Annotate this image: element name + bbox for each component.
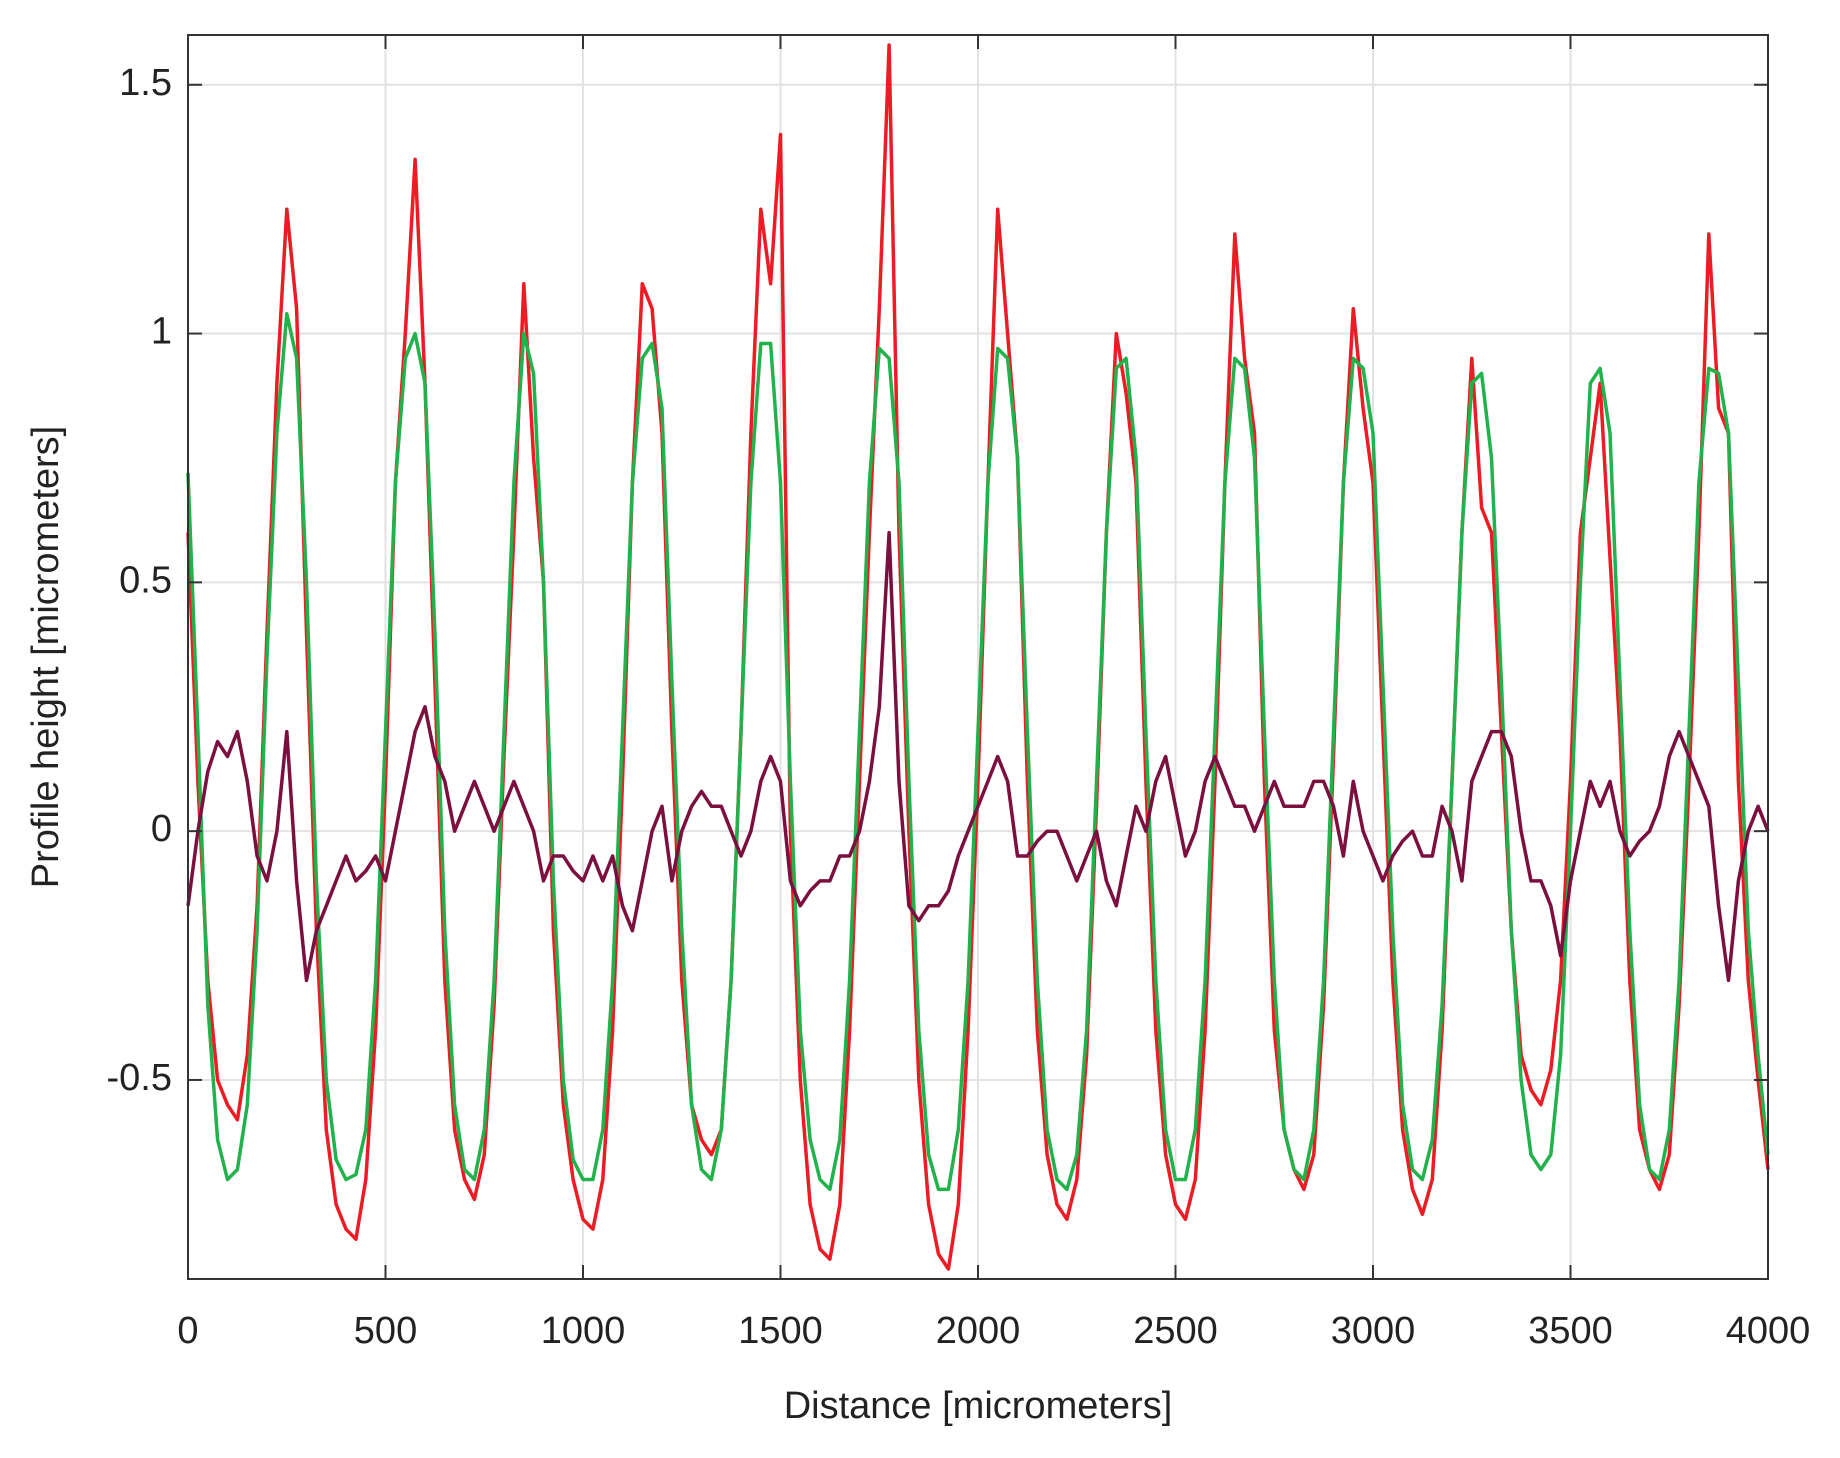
x-tick-label: 3000 [1331,1310,1416,1352]
x-tick-label: 2000 [936,1310,1021,1352]
x-tick-label: 1500 [738,1310,823,1352]
x-tick-label: 3500 [1528,1310,1613,1352]
y-tick-label: -0.5 [107,1057,172,1099]
y-tick-label: 1 [151,311,172,353]
x-axis-label: Distance [micrometers] [784,1385,1173,1427]
x-tick-label: 0 [177,1310,198,1352]
x-tick-label: 500 [354,1310,417,1352]
y-tick-label: 0.5 [119,559,172,601]
y-axis-label: Profile height [micrometers] [25,426,67,889]
y-tick-label: 0 [151,808,172,850]
x-tick-label: 1000 [541,1310,626,1352]
x-tick-label: 4000 [1726,1310,1811,1352]
y-tick-label: 1.5 [119,62,172,104]
series-line [186,530,1770,983]
series-line [186,311,1770,1192]
x-tick-label: 2500 [1133,1310,1218,1352]
lines [186,43,1770,1271]
